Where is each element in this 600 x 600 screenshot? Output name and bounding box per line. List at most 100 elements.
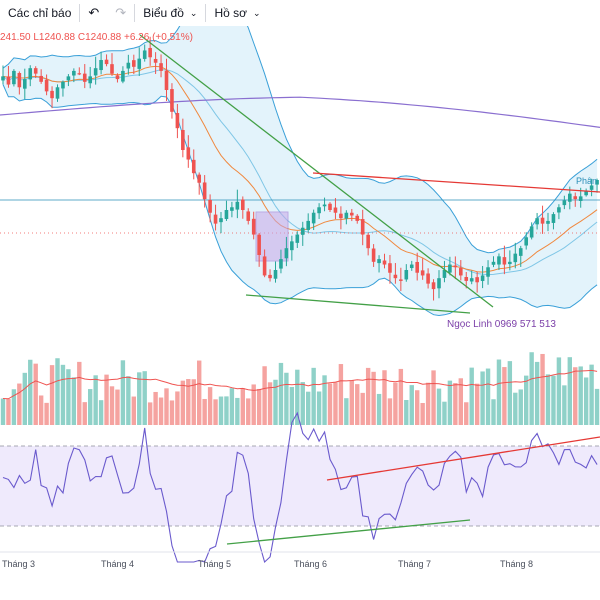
volume-bar <box>202 398 207 425</box>
candle-body <box>464 277 469 281</box>
candle-body <box>431 282 436 290</box>
candle-body <box>279 259 283 269</box>
trendline-green-support <box>245 294 471 314</box>
volume-bar <box>207 387 213 425</box>
volume-bar <box>33 363 38 425</box>
candle-body <box>377 259 381 264</box>
candle-body <box>584 190 588 196</box>
volume-bar <box>60 364 66 425</box>
volume-bar <box>529 352 534 425</box>
toolbar-divider <box>205 4 207 22</box>
candle-body <box>513 253 518 263</box>
candle-body <box>224 210 229 219</box>
volume-bar <box>469 367 474 425</box>
candle-body <box>551 214 556 223</box>
candle-body <box>50 90 54 99</box>
candle-body <box>371 248 376 262</box>
volume-bar <box>355 384 360 425</box>
volume-bar <box>513 392 518 425</box>
candle-body <box>77 73 82 75</box>
volume-bar <box>573 367 578 425</box>
volume-bar <box>158 397 164 425</box>
volume-bar <box>376 393 382 425</box>
volume-bar <box>393 382 398 425</box>
candle-body <box>93 68 98 76</box>
right-edge-label: Phân <box>576 176 597 186</box>
candle-body <box>311 212 316 224</box>
candle-body <box>475 277 479 283</box>
candle-body <box>28 68 33 80</box>
volume-bar <box>551 375 556 425</box>
candle-body <box>589 185 594 190</box>
volume-bar <box>120 360 126 425</box>
volume-bar <box>284 372 289 425</box>
profile-menu-button[interactable]: Hồ sơ ⌄ <box>206 2 268 24</box>
volume-moving-average-line <box>2 369 598 400</box>
rsi-band-background <box>0 446 600 526</box>
candle-body <box>595 180 599 185</box>
chart-toolbar: Các chỉ báo ↶ ↷ Biểu đồ ⌄ Hồ sơ ⌄ <box>0 0 600 26</box>
x-axis-label: Tháng 7 <box>398 559 431 569</box>
candle-body <box>219 218 223 223</box>
volume-bar <box>44 402 49 425</box>
volume-bar <box>11 389 17 425</box>
bollinger-basis-line <box>2 69 598 276</box>
volume-bar <box>88 389 93 425</box>
candle-body <box>290 241 294 251</box>
volume-bar <box>71 377 77 425</box>
volume-bar <box>425 382 431 425</box>
volume-bar <box>164 388 169 425</box>
chevron-down-icon: ⌄ <box>189 7 198 18</box>
candle-body <box>99 60 103 71</box>
volume-bar <box>578 366 583 425</box>
highlight-box <box>255 211 289 262</box>
volume-bar <box>180 380 186 425</box>
candle-body <box>578 196 583 201</box>
candle-body <box>562 200 567 206</box>
x-axis-label: Tháng 8 <box>500 559 533 569</box>
volume-bar <box>246 398 251 425</box>
candle-body <box>82 73 87 82</box>
chevron-down-icon: ⌄ <box>252 7 261 18</box>
trendline-red-resistance <box>312 172 600 193</box>
candle-body <box>181 129 185 150</box>
candle-body <box>306 220 310 230</box>
candle-body <box>44 79 49 92</box>
volume-bar <box>93 375 98 425</box>
volume-bar <box>38 395 44 425</box>
candle-body <box>12 70 16 85</box>
candle-body <box>480 275 485 281</box>
candle-body <box>251 218 256 235</box>
volume-bar <box>485 368 491 425</box>
indicators-button[interactable]: Các chỉ báo <box>0 2 79 24</box>
bollinger-upper-line <box>2 0 598 254</box>
candle-body <box>300 227 305 235</box>
candle-body <box>529 226 534 238</box>
volume-bar <box>420 402 425 425</box>
candle-body <box>115 75 120 80</box>
candle-body <box>142 50 147 59</box>
candle-body <box>366 234 370 249</box>
candle-body <box>262 256 267 276</box>
volume-bar <box>235 397 240 425</box>
candle-body <box>497 256 501 265</box>
candle-body <box>186 147 191 160</box>
volume-bar <box>229 388 235 425</box>
candle-body <box>328 203 332 210</box>
candle-body <box>518 248 523 256</box>
candle-body <box>355 215 360 221</box>
volume-bar <box>507 361 513 425</box>
undo-button[interactable]: ↶ <box>80 2 107 24</box>
volume-bar <box>480 371 485 425</box>
candle-body <box>339 213 343 219</box>
volume-bar <box>55 358 60 425</box>
redo-button[interactable]: ↷ <box>107 2 134 24</box>
volume-bar <box>442 401 447 425</box>
chart-menu-button[interactable]: Biểu đồ ⌄ <box>135 2 205 24</box>
volume-bar <box>534 361 540 425</box>
undo-icon: ↶ <box>88 5 100 20</box>
candle-body <box>148 47 152 58</box>
candle-body <box>524 237 528 246</box>
volume-bar <box>594 388 600 425</box>
